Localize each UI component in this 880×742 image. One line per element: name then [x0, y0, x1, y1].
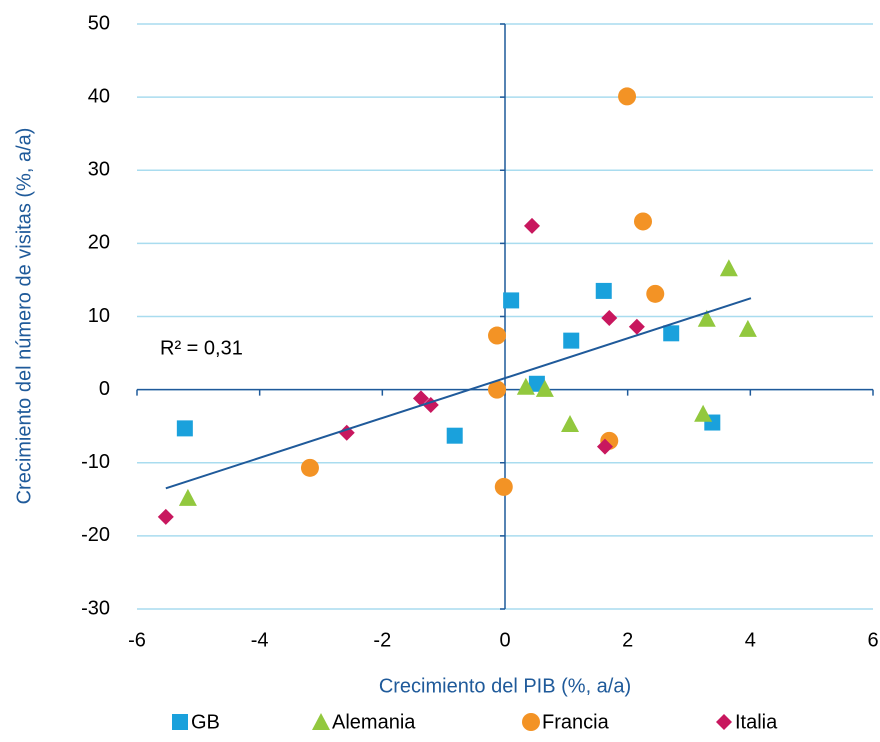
legend-label: GB — [191, 711, 220, 733]
x-tick-label: 0 — [499, 629, 510, 651]
point — [446, 427, 463, 444]
point — [412, 390, 429, 407]
point — [488, 380, 507, 399]
x-tick-label: -6 — [128, 629, 146, 651]
x-tick-label: -2 — [373, 629, 391, 651]
point — [634, 212, 652, 231]
point — [488, 326, 507, 345]
point — [646, 284, 665, 303]
legend-marker — [522, 713, 540, 731]
point — [494, 477, 513, 496]
point — [719, 259, 738, 277]
y-tick-label: -10 — [81, 451, 110, 473]
point — [535, 379, 554, 397]
legend-marker — [716, 714, 732, 730]
point — [618, 87, 637, 106]
point — [523, 217, 540, 234]
point — [516, 377, 535, 395]
legend-label: Alemania — [332, 711, 416, 733]
x-tick-label: 4 — [745, 629, 756, 651]
y-tick-label: 30 — [88, 159, 110, 181]
y-tick-label: -30 — [81, 597, 110, 619]
point — [176, 420, 193, 437]
point — [563, 332, 580, 349]
point — [628, 318, 645, 335]
point — [595, 282, 612, 299]
legend-label: Francia — [542, 711, 610, 733]
x-tick-label: 6 — [867, 629, 878, 651]
point — [601, 309, 618, 326]
point — [157, 508, 174, 525]
y-axis-title: Crecimiento del número de visitas (%, a/… — [13, 128, 35, 505]
point — [738, 319, 757, 337]
legend-marker — [312, 713, 330, 730]
y-tick-label: -20 — [81, 524, 110, 546]
point — [300, 458, 319, 477]
point — [694, 404, 713, 422]
annotation: R² = 0,31 — [160, 337, 243, 359]
legend-marker — [172, 714, 188, 730]
point — [663, 325, 680, 342]
x-tick-label: -4 — [251, 629, 269, 651]
y-tick-label: 20 — [88, 232, 110, 254]
legend-label: Italia — [735, 711, 778, 733]
x-tick-label: 2 — [622, 629, 633, 651]
point — [561, 414, 580, 432]
trendline — [165, 297, 752, 490]
point — [503, 292, 520, 309]
y-tick-label: 50 — [88, 12, 110, 34]
y-tick-label: 10 — [88, 305, 110, 327]
point — [178, 488, 197, 506]
point — [596, 438, 613, 455]
y-tick-label: 40 — [88, 85, 110, 107]
point — [697, 309, 716, 327]
y-tick-label: 0 — [99, 378, 110, 400]
x-axis-title: Crecimiento del PIB (%, a/a) — [379, 675, 631, 697]
